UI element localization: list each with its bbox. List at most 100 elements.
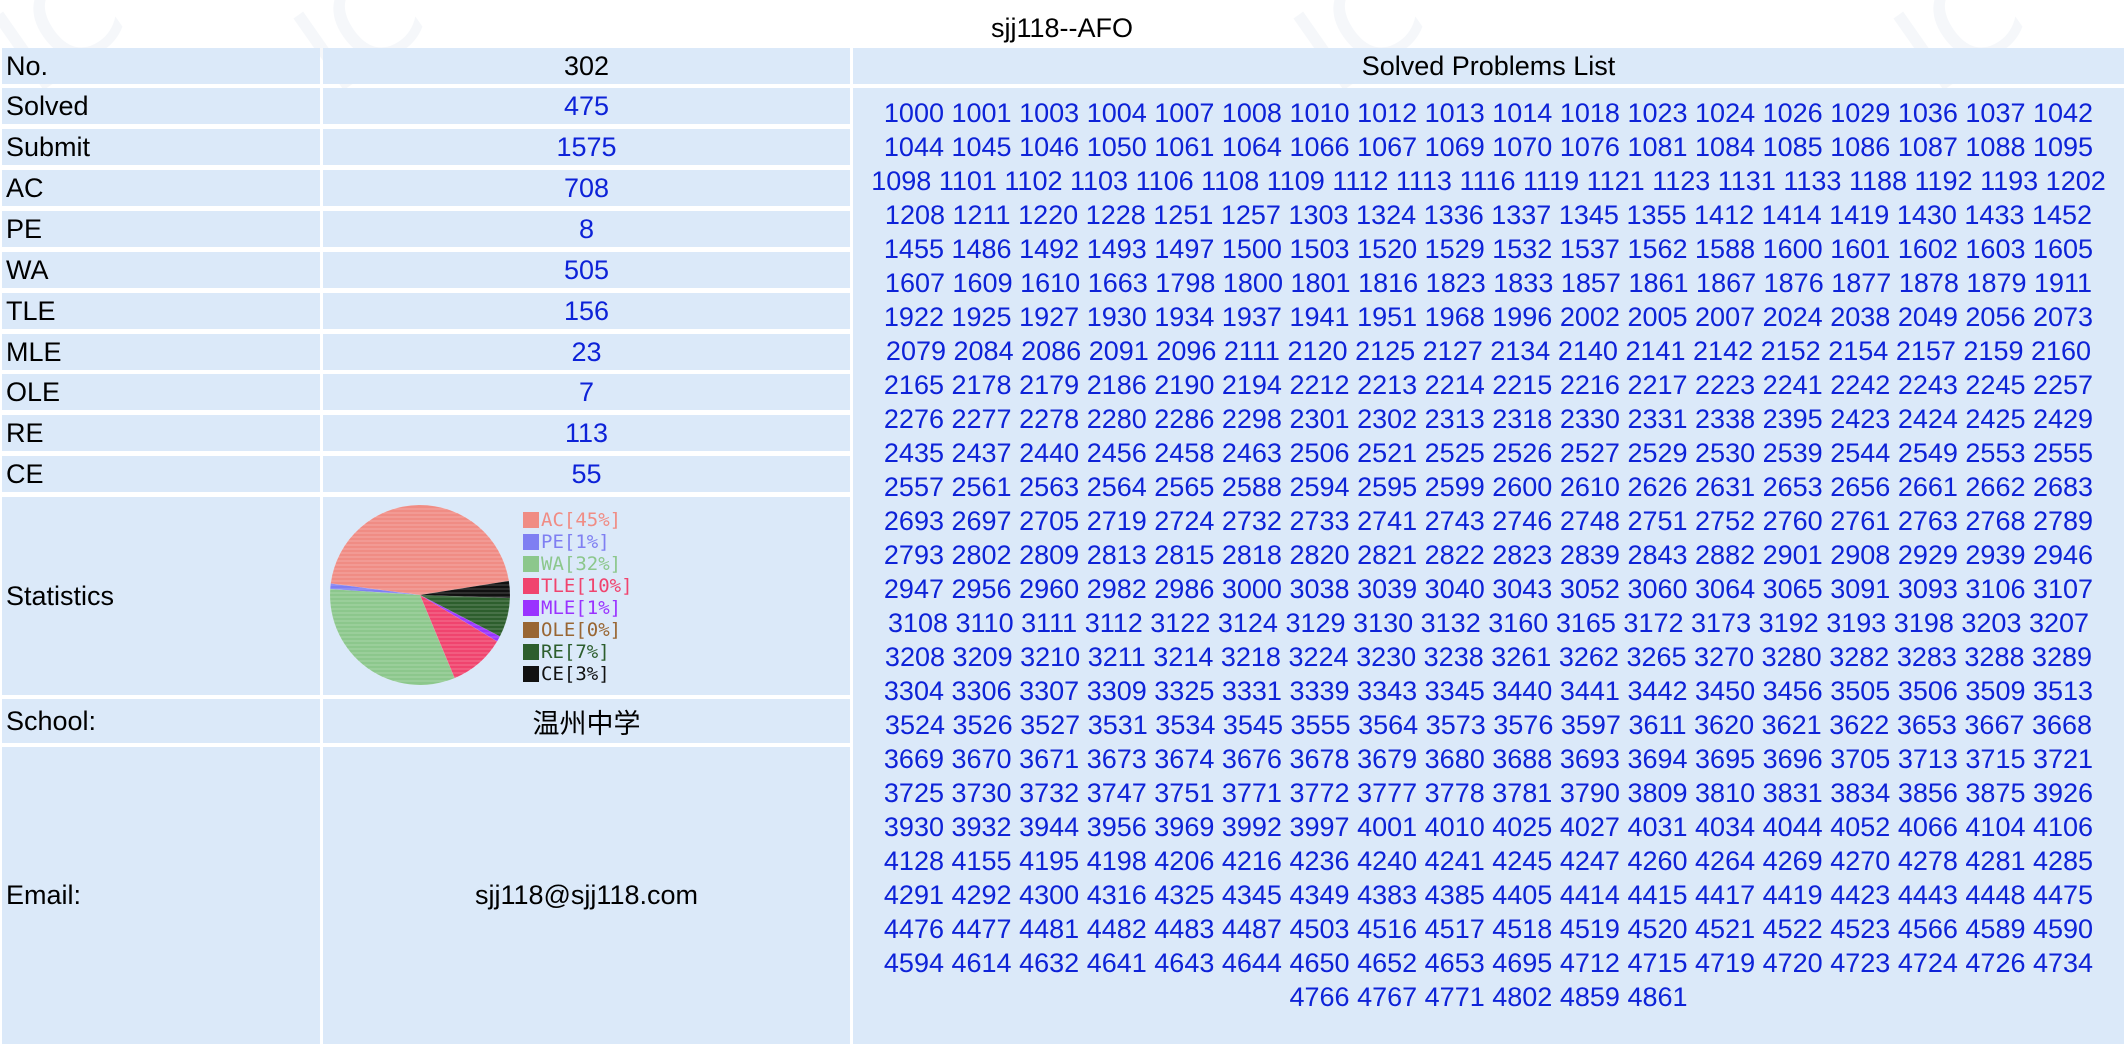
problem-link[interactable]: 4590 [2033,914,2094,944]
problem-link[interactable]: 2301 [1289,404,1350,434]
problem-link[interactable]: 1588 [1695,234,1756,264]
problem-link[interactable]: 1013 [1424,98,1485,128]
problem-link[interactable]: 1605 [2033,234,2094,264]
problem-link[interactable]: 1861 [1628,268,1689,298]
problem-link[interactable]: 1336 [1423,200,1484,230]
problem-link[interactable]: 2565 [1154,472,1215,502]
stat-value-tle[interactable]: 156 [323,293,850,329]
problem-link[interactable]: 2544 [1830,438,1891,468]
problem-link[interactable]: 3130 [1353,608,1414,638]
problem-link[interactable]: 2120 [1287,336,1348,366]
problem-link[interactable]: 4001 [1357,812,1418,842]
problem-link[interactable]: 1324 [1356,200,1417,230]
problem-link[interactable]: 4066 [1897,812,1958,842]
problem-link[interactable]: 2157 [1895,336,1956,366]
problem-link[interactable]: 2600 [1492,472,1553,502]
problem-link[interactable]: 2084 [953,336,1014,366]
problem-link[interactable]: 1520 [1357,234,1418,264]
problem-link[interactable]: 3289 [2032,642,2093,672]
problem-link[interactable]: 3856 [1897,778,1958,808]
problem-link[interactable]: 1602 [1897,234,1958,264]
problem-link[interactable]: 1497 [1154,234,1215,264]
problem-link[interactable]: 3694 [1627,744,1688,774]
problem-link[interactable]: 4155 [951,846,1012,876]
problem-link[interactable]: 1029 [1830,98,1891,128]
problem-link[interactable]: 1798 [1155,268,1216,298]
problem-link[interactable]: 4195 [1019,846,1080,876]
problem-link[interactable]: 4236 [1289,846,1350,876]
problem-link[interactable]: 3713 [1897,744,1958,774]
problem-link[interactable]: 2555 [2033,438,2094,468]
problem-link[interactable]: 1355 [1626,200,1687,230]
problem-link[interactable]: 4476 [883,914,944,944]
problem-link[interactable]: 2908 [1830,540,1891,570]
problem-link[interactable]: 4720 [1762,948,1823,978]
problem-link[interactable]: 2159 [1963,336,2024,366]
problem-link[interactable]: 2661 [1897,472,1958,502]
problem-link[interactable]: 1026 [1762,98,1823,128]
problem-link[interactable]: 4481 [1019,914,1080,944]
problem-link[interactable]: 1345 [1558,200,1619,230]
problem-link[interactable]: 2763 [1897,506,1958,536]
problem-link[interactable]: 4643 [1154,948,1215,978]
problem-link[interactable]: 1076 [1559,132,1620,162]
problem-link[interactable]: 3781 [1492,778,1553,808]
problem-link[interactable]: 2298 [1221,404,1282,434]
problem-link[interactable]: 2564 [1086,472,1147,502]
problem-link[interactable]: 1066 [1289,132,1350,162]
problem-link[interactable]: 2049 [1897,302,1958,332]
problem-link[interactable]: 2802 [951,540,1012,570]
problem-link[interactable]: 4291 [883,880,944,910]
problem-link[interactable]: 2277 [951,404,1012,434]
problem-link[interactable]: 4695 [1492,948,1553,978]
problem-link[interactable]: 2929 [1897,540,1958,570]
problem-link[interactable]: 1941 [1289,302,1350,332]
problem-link[interactable]: 1452 [2032,200,2093,230]
problem-link[interactable]: 1430 [1896,200,1957,230]
problem-link[interactable]: 1879 [1966,268,2027,298]
problem-link[interactable]: 2243 [1897,370,1958,400]
problem-link[interactable]: 4477 [951,914,1012,944]
problem-link[interactable]: 4270 [1830,846,1891,876]
problem-link[interactable]: 1937 [1221,302,1282,332]
problem-link[interactable]: 1337 [1491,200,1552,230]
problem-link[interactable]: 2278 [1019,404,1080,434]
problem-link[interactable]: 2331 [1627,404,1688,434]
problem-link[interactable]: 2194 [1221,370,1282,400]
problem-link[interactable]: 3218 [1220,642,1281,672]
stat-value-mle[interactable]: 23 [323,334,850,370]
problem-link[interactable]: 2212 [1289,370,1350,400]
problem-link[interactable]: 4423 [1830,880,1891,910]
problem-link[interactable]: 1419 [1829,200,1890,230]
problem-link[interactable]: 4724 [1897,948,1958,978]
problem-link[interactable]: 2178 [951,370,1012,400]
problem-link[interactable]: 4269 [1762,846,1823,876]
problem-link[interactable]: 2186 [1086,370,1147,400]
problem-link[interactable]: 3265 [1626,642,1687,672]
problem-link[interactable]: 1433 [1964,200,2025,230]
problem-link[interactable]: 3667 [1964,710,2025,740]
problem-link[interactable]: 3325 [1154,676,1215,706]
problem-link[interactable]: 4383 [1357,880,1418,910]
problem-link[interactable]: 3810 [1695,778,1756,808]
problem-link[interactable]: 2529 [1627,438,1688,468]
problem-link[interactable]: 3790 [1559,778,1620,808]
problem-link[interactable]: 1050 [1086,132,1147,162]
problem-link[interactable]: 3331 [1221,676,1282,706]
problem-link[interactable]: 4859 [1559,982,1620,1012]
problem-link[interactable]: 4285 [2033,846,2094,876]
problem-link[interactable]: 3622 [1829,710,1890,740]
problem-link[interactable]: 1003 [1019,98,1080,128]
problem-link[interactable]: 3306 [951,676,1012,706]
problem-link[interactable]: 1088 [1965,132,2026,162]
problem-link[interactable]: 4566 [1897,914,1958,944]
problem-link[interactable]: 1192 [1914,166,1973,196]
problem-link[interactable]: 2096 [1156,336,1217,366]
problem-link[interactable]: 4300 [1019,880,1080,910]
problem-link[interactable]: 1010 [1289,98,1350,128]
problem-link[interactable]: 1036 [1897,98,1958,128]
problem-link[interactable]: 2733 [1289,506,1350,536]
problem-link[interactable]: 3831 [1762,778,1823,808]
problem-link[interactable]: 3673 [1086,744,1147,774]
problem-link[interactable]: 3693 [1559,744,1620,774]
